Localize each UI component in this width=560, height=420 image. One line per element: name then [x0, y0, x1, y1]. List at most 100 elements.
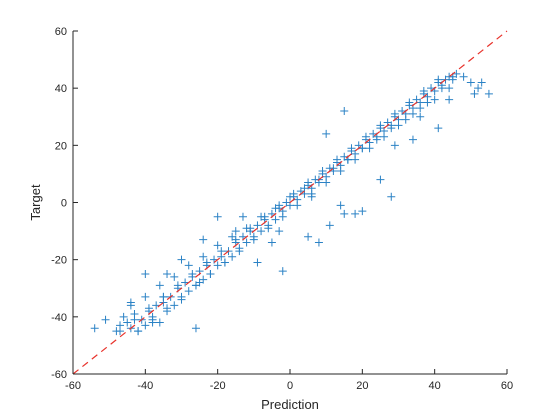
- data-point: [184, 261, 193, 270]
- data-point: [170, 301, 179, 310]
- plot-area: [72, 30, 508, 375]
- data-point: [123, 318, 132, 327]
- y-tick-label: 60: [55, 26, 67, 38]
- data-point: [477, 78, 486, 87]
- data-point: [430, 95, 439, 104]
- x-tick-label: -60: [65, 380, 81, 392]
- data-point: [445, 95, 454, 104]
- data-point: [437, 84, 446, 93]
- data-point: [202, 258, 211, 267]
- x-tick-label: 0: [287, 380, 293, 392]
- data-point: [419, 87, 428, 96]
- data-point: [126, 298, 135, 307]
- data-point: [347, 144, 356, 153]
- data-point: [249, 235, 258, 244]
- data-point: [340, 209, 349, 218]
- data-point: [434, 75, 443, 84]
- data-point: [387, 124, 396, 133]
- data-point: [188, 269, 197, 278]
- axes: -60 -40 -20 0 20 40 60 -60 -40 -20 0 20 40 60: [51, 26, 513, 392]
- data-point: [141, 292, 150, 301]
- x-axis-label: Prediction: [261, 397, 319, 412]
- data-point: [394, 121, 403, 130]
- data-point: [358, 207, 367, 216]
- data-point: [213, 241, 222, 250]
- data-point: [336, 167, 345, 176]
- data-point: [365, 144, 374, 153]
- data-point: [340, 107, 349, 116]
- data-point: [390, 141, 399, 150]
- data-point: [264, 224, 273, 233]
- data-point: [235, 247, 244, 256]
- data-point: [275, 201, 284, 210]
- data-point: [253, 258, 262, 267]
- data-point: [231, 227, 240, 236]
- data-point: [116, 327, 125, 336]
- data-point: [90, 324, 99, 333]
- data-point: [155, 318, 164, 327]
- data-point: [289, 189, 298, 198]
- y-tick-label: -20: [51, 255, 67, 267]
- data-point: [408, 135, 417, 144]
- data-point: [361, 132, 370, 141]
- data-point: [213, 261, 222, 270]
- data-point: [257, 227, 266, 236]
- data-point: [184, 287, 193, 296]
- data-point: [101, 315, 110, 324]
- data-point: [470, 89, 479, 98]
- data-point: [333, 155, 342, 164]
- data-point: [177, 292, 186, 301]
- data-point: [459, 72, 468, 81]
- data-point: [159, 292, 168, 301]
- x-tick-label: -20: [210, 380, 226, 392]
- data-point: [380, 132, 389, 141]
- data-point: [329, 164, 338, 173]
- data-point: [390, 109, 399, 118]
- data-point: [141, 269, 150, 278]
- data-point: [304, 178, 313, 187]
- data-point: [231, 235, 240, 244]
- data-point: [314, 238, 323, 247]
- data-point: [307, 192, 316, 201]
- data-point: [445, 84, 454, 93]
- data-point: [119, 312, 128, 321]
- data-point: [271, 215, 280, 224]
- data-point: [144, 304, 153, 313]
- x-tick-label: 40: [429, 380, 441, 392]
- data-point: [141, 321, 150, 330]
- data-point: [322, 129, 331, 138]
- data-point: [408, 109, 417, 118]
- data-point: [278, 267, 287, 276]
- data-point: [213, 212, 222, 221]
- data-point: [191, 324, 200, 333]
- data-point: [220, 258, 229, 267]
- data-point: [228, 252, 237, 261]
- data-point: [260, 212, 269, 221]
- data-point: [173, 281, 182, 290]
- data-point: [376, 175, 385, 184]
- data-point: [401, 115, 410, 124]
- data-point: [423, 98, 432, 107]
- data-point: [474, 84, 483, 93]
- data-point: [351, 209, 360, 218]
- data-point: [372, 135, 381, 144]
- data-point: [318, 167, 327, 176]
- data-point: [238, 212, 247, 221]
- data-point: [163, 304, 172, 313]
- data-point: [484, 89, 493, 98]
- x-tick-label: 20: [356, 380, 368, 392]
- data-point: [275, 227, 284, 236]
- data-point: [466, 78, 475, 87]
- data-point: [130, 315, 139, 324]
- reference-line: [72, 30, 508, 375]
- data-point: [304, 232, 313, 241]
- data-point: [177, 255, 186, 264]
- data-point: [199, 252, 208, 261]
- y-axis-label: Target: [28, 184, 43, 221]
- data-point: [170, 272, 179, 281]
- x-tick-label: -40: [137, 380, 153, 392]
- data-point: [376, 121, 385, 130]
- data-point: [351, 155, 360, 164]
- data-point: [163, 269, 172, 278]
- data-point: [199, 235, 208, 244]
